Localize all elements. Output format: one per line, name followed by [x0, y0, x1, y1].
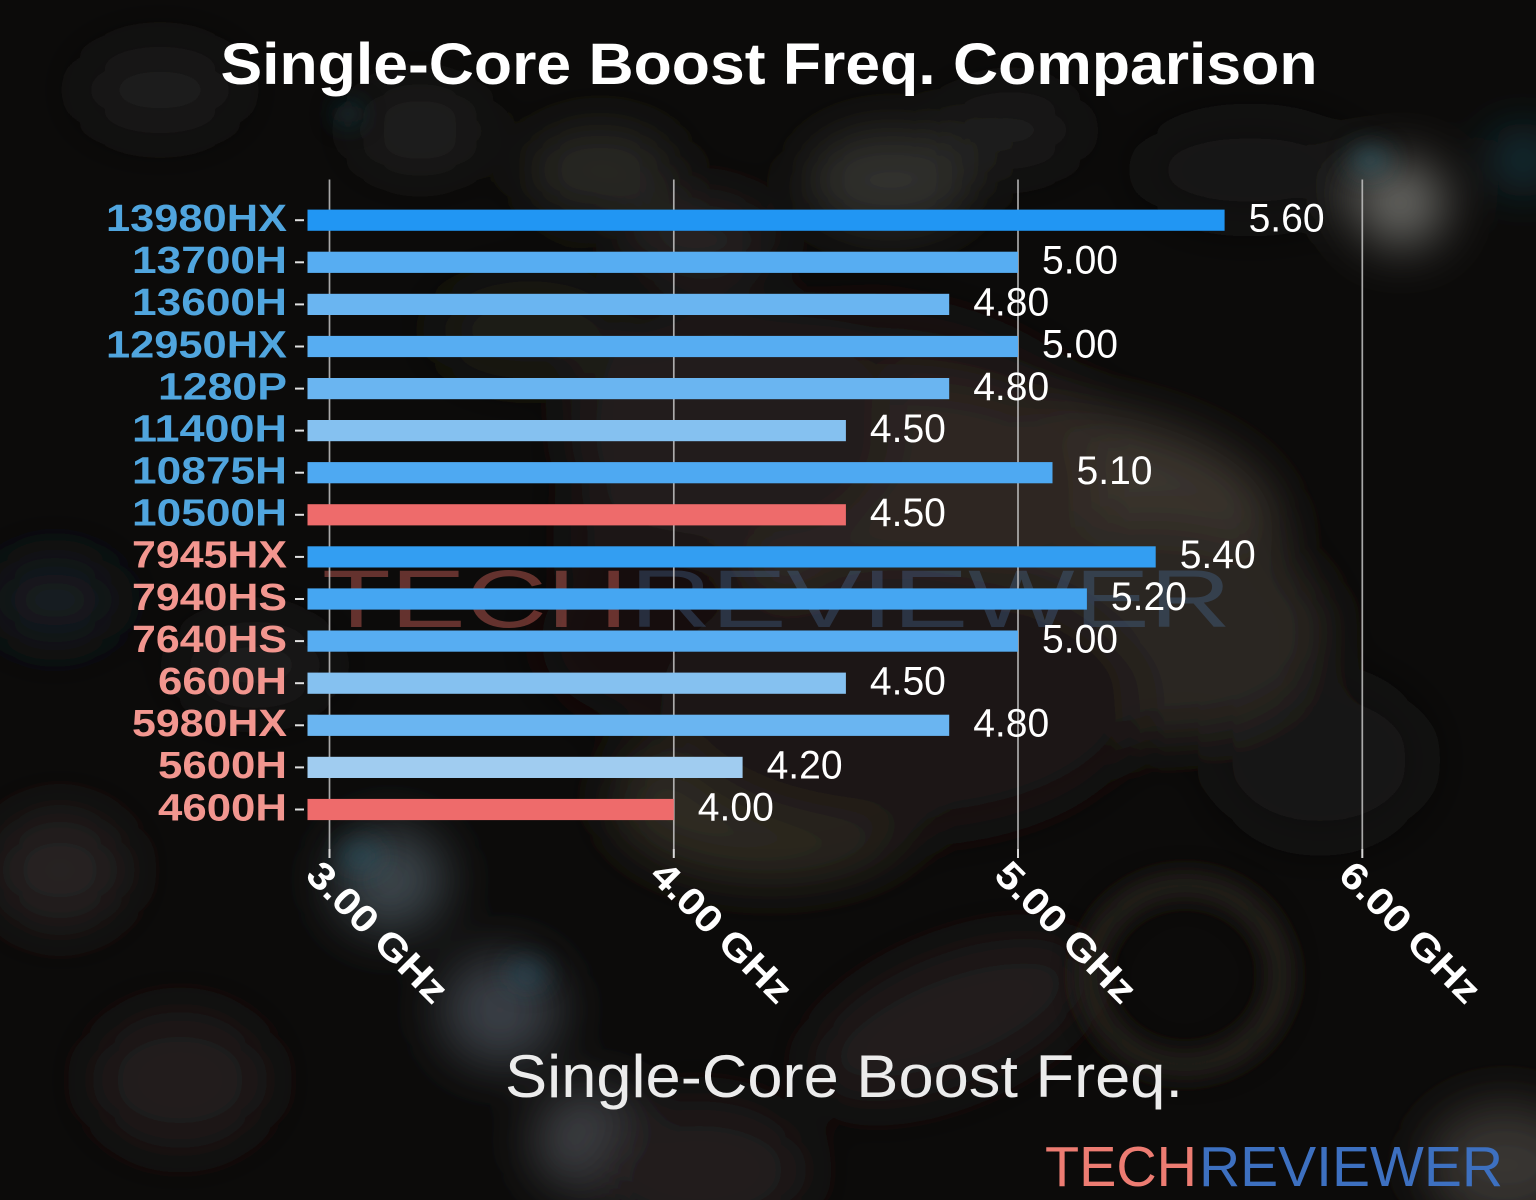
svg-text:4.80: 4.80	[973, 365, 1049, 409]
svg-text:4.50: 4.50	[870, 491, 946, 535]
svg-text:13700H: 13700H	[132, 240, 287, 282]
svg-text:5.00: 5.00	[1042, 239, 1118, 283]
svg-text:7945HX: 7945HX	[132, 535, 288, 577]
svg-text:Single-Core Boost Freq.: Single-Core Boost Freq.	[505, 1043, 1183, 1110]
svg-text:5980HX: 5980HX	[132, 703, 288, 745]
svg-text:5.20: 5.20	[1111, 575, 1187, 619]
svg-text:4600H: 4600H	[158, 787, 287, 829]
svg-text:5.00: 5.00	[1042, 323, 1118, 367]
svg-text:Single-Core Boost Freq. Compar: Single-Core Boost Freq. Comparison	[221, 32, 1318, 97]
svg-text:10500H: 10500H	[132, 493, 287, 535]
svg-text:4.80: 4.80	[973, 281, 1049, 325]
svg-text:5600H: 5600H	[158, 745, 287, 787]
svg-text:4.20: 4.20	[767, 744, 843, 788]
svg-text:4.00: 4.00	[698, 786, 774, 830]
svg-text:11400H: 11400H	[132, 408, 287, 450]
svg-text:5.00: 5.00	[1042, 617, 1118, 661]
svg-text:10875H: 10875H	[132, 451, 287, 493]
svg-text:5.10: 5.10	[1077, 449, 1153, 493]
svg-text:4.80: 4.80	[973, 702, 1049, 746]
svg-text:6600H: 6600H	[158, 661, 287, 703]
svg-text:5.40: 5.40	[1180, 533, 1256, 577]
svg-text:1280P: 1280P	[158, 366, 287, 408]
svg-text:4.50: 4.50	[870, 407, 946, 451]
svg-text:TECH: TECH	[1045, 1135, 1197, 1199]
svg-text:13600H: 13600H	[132, 282, 287, 324]
svg-text:5.60: 5.60	[1249, 196, 1325, 240]
svg-text:7940HS: 7940HS	[132, 577, 287, 619]
svg-text:12950HX: 12950HX	[106, 324, 288, 366]
svg-text:7640HS: 7640HS	[132, 619, 287, 661]
svg-text:13980HX: 13980HX	[106, 198, 288, 240]
svg-text:4.50: 4.50	[870, 659, 946, 703]
svg-text:REVIEWER: REVIEWER	[1199, 1135, 1503, 1199]
